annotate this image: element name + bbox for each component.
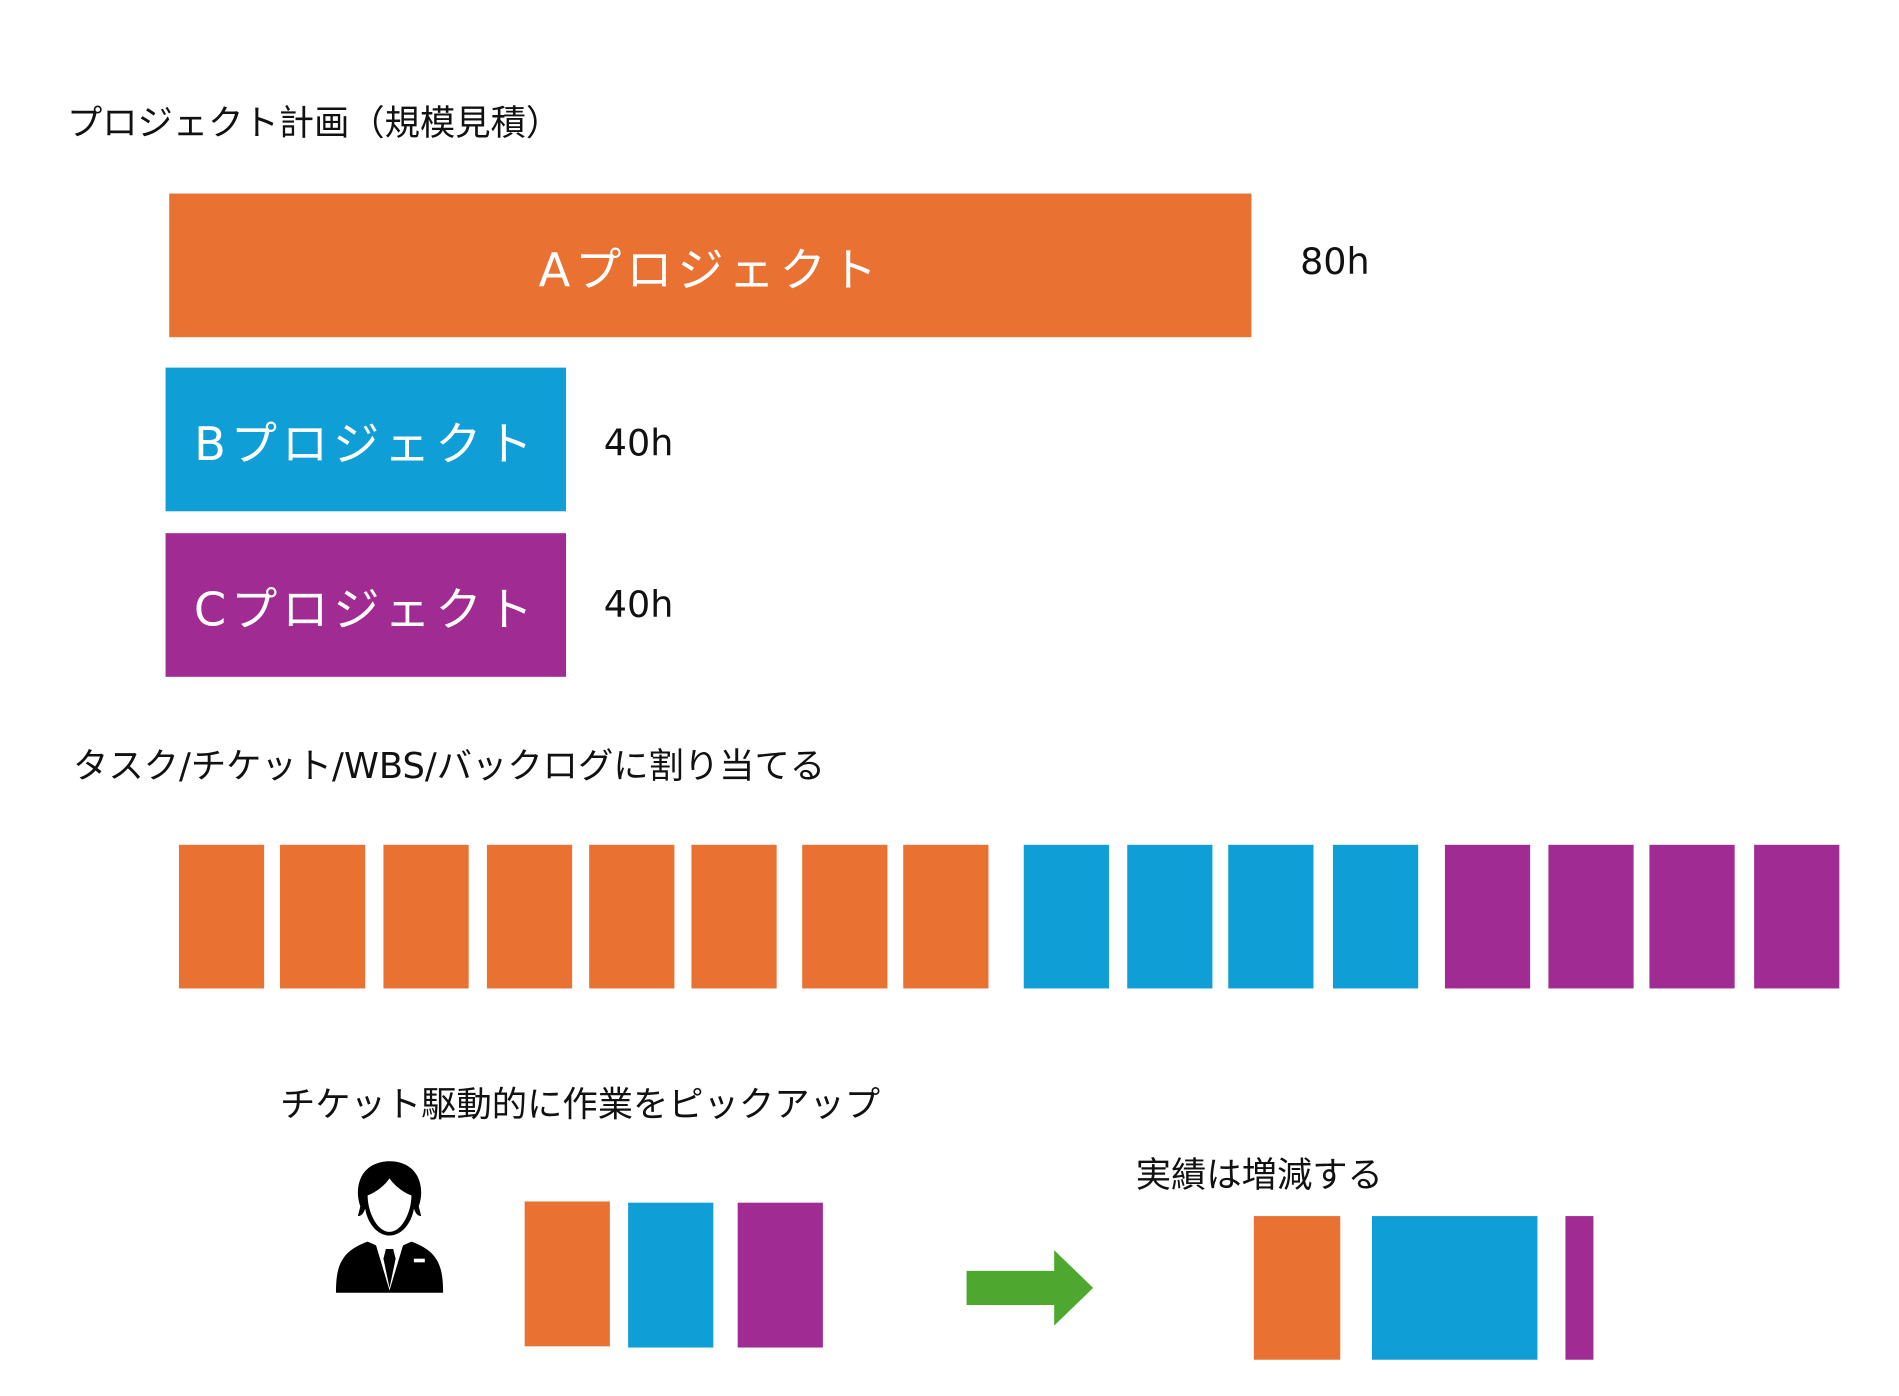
project-c-label: Cプロジェクト xyxy=(193,582,538,637)
ticket-a xyxy=(486,844,573,989)
project-c-hours: 40h xyxy=(603,584,674,627)
ticket-a xyxy=(691,844,777,989)
ticket-a xyxy=(903,844,989,989)
ticket-c xyxy=(1444,844,1531,989)
right-arrow-icon xyxy=(966,1250,1094,1326)
project-a-hours: 80h xyxy=(1300,241,1370,284)
ticket-a xyxy=(178,844,265,989)
assign-title: タスク/チケット/WBS/バックログに割り当てる xyxy=(73,744,826,787)
ticket-a xyxy=(802,844,888,989)
actual-b-bar xyxy=(1371,1216,1538,1360)
project-c-bar: Cプロジェクト xyxy=(165,533,567,677)
ticket-c xyxy=(1754,844,1840,989)
businessman-icon xyxy=(335,1161,444,1293)
project-a-bar: Aプロジェクト xyxy=(169,193,1252,338)
result-title: 実績は増減する xyxy=(1135,1154,1383,1196)
ticket-b xyxy=(1228,844,1314,989)
plan-title: プロジェクト計画（規模見積） xyxy=(66,102,562,144)
ticket-b xyxy=(1127,844,1213,989)
ticket-c xyxy=(1548,844,1634,989)
project-b-hours: 40h xyxy=(603,422,674,466)
picked-ticket-a xyxy=(524,1201,610,1347)
project-a-label: Aプロジェクト xyxy=(538,242,882,297)
ticket-b xyxy=(1332,844,1419,989)
actual-c-bar xyxy=(1565,1216,1594,1360)
ticket-a xyxy=(589,844,675,989)
picked-ticket-c xyxy=(737,1202,823,1348)
picked-ticket-b xyxy=(628,1202,714,1348)
ticket-b xyxy=(1023,844,1109,989)
project-b-bar: Bプロジェクト xyxy=(165,367,567,512)
pickup-title: チケット駆動的に作業をピックアップ xyxy=(279,1083,881,1125)
ticket-a xyxy=(383,844,469,989)
ticket-c xyxy=(1649,844,1735,989)
project-b-label: Bプロジェクト xyxy=(194,416,538,471)
actual-a-bar xyxy=(1253,1216,1341,1360)
ticket-a xyxy=(279,844,366,989)
